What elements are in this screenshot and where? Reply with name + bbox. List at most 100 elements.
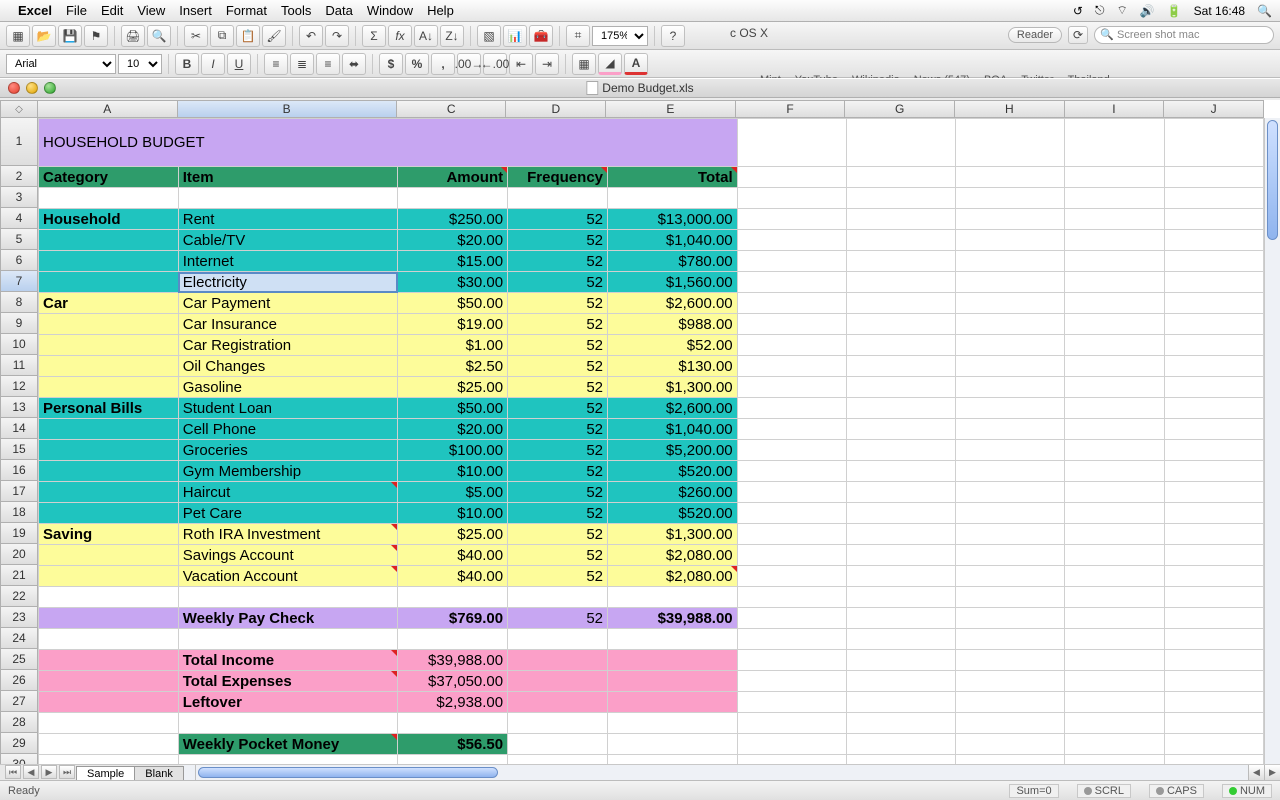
cell[interactable]: $2,080.00 bbox=[608, 566, 738, 587]
battery-icon[interactable]: 🔋 bbox=[1167, 4, 1182, 18]
row-header[interactable]: 14 bbox=[0, 418, 38, 439]
tab-nav-next-icon[interactable]: ▶ bbox=[41, 765, 57, 779]
row-header[interactable]: 2 bbox=[0, 166, 38, 187]
cell[interactable] bbox=[39, 419, 179, 440]
help-icon[interactable]: ? bbox=[661, 25, 685, 47]
cell[interactable]: $37,050.00 bbox=[398, 671, 508, 692]
autosum-icon[interactable]: Σ bbox=[362, 25, 386, 47]
row-header[interactable]: 15 bbox=[0, 439, 38, 460]
fontsize-select[interactable]: 10 bbox=[118, 54, 162, 74]
undo-icon[interactable]: ↶ bbox=[299, 25, 323, 47]
row-header[interactable]: 29 bbox=[0, 733, 38, 754]
table-header[interactable]: Amount bbox=[398, 167, 508, 188]
zoom-select[interactable]: 175% bbox=[592, 26, 648, 46]
reader-button[interactable]: Reader bbox=[1008, 27, 1062, 43]
cell[interactable]: $520.00 bbox=[608, 461, 738, 482]
cell[interactable] bbox=[39, 335, 179, 356]
cell[interactable]: 52 bbox=[508, 461, 608, 482]
italic-icon[interactable]: I bbox=[201, 53, 225, 75]
cell[interactable] bbox=[39, 650, 179, 671]
cell[interactable]: Gasoline bbox=[178, 377, 398, 398]
menu-edit[interactable]: Edit bbox=[101, 3, 123, 18]
cell[interactable]: $50.00 bbox=[398, 293, 508, 314]
row-header[interactable]: 12 bbox=[0, 376, 38, 397]
menu-view[interactable]: View bbox=[137, 3, 165, 18]
row-header[interactable]: 24 bbox=[0, 628, 38, 649]
align-right-icon[interactable]: ≡ bbox=[316, 53, 340, 75]
increase-decimal-icon[interactable]: .00→ bbox=[457, 53, 481, 75]
cell[interactable]: Weekly Pocket Money bbox=[178, 734, 398, 755]
align-center-icon[interactable]: ≣ bbox=[290, 53, 314, 75]
decrease-decimal-icon[interactable]: ←.00 bbox=[483, 53, 507, 75]
cell[interactable]: Pet Care bbox=[178, 503, 398, 524]
merge-icon[interactable]: ⬌ bbox=[342, 53, 366, 75]
select-all-corner[interactable]: ◇ bbox=[0, 100, 38, 118]
cell[interactable] bbox=[39, 440, 179, 461]
row-header[interactable]: 27 bbox=[0, 691, 38, 712]
cell[interactable]: $2,600.00 bbox=[608, 398, 738, 419]
cell[interactable]: Leftover bbox=[178, 692, 398, 713]
cell[interactable]: Haircut bbox=[178, 482, 398, 503]
wifi-icon[interactable]: ⌔ bbox=[1116, 3, 1127, 18]
row-header[interactable]: 21 bbox=[0, 565, 38, 586]
cell[interactable]: $1,560.00 bbox=[608, 272, 738, 293]
show-formulas-icon[interactable]: ⌗ bbox=[566, 25, 590, 47]
cell[interactable]: Total Expenses bbox=[178, 671, 398, 692]
cell[interactable] bbox=[39, 251, 179, 272]
cell[interactable]: 52 bbox=[508, 230, 608, 251]
col-header[interactable]: I bbox=[1065, 100, 1165, 118]
cell[interactable] bbox=[39, 566, 179, 587]
col-header[interactable]: B bbox=[178, 100, 397, 118]
align-left-icon[interactable]: ≡ bbox=[264, 53, 288, 75]
col-header[interactable]: H bbox=[955, 100, 1065, 118]
cell[interactable]: $56.50 bbox=[398, 734, 508, 755]
row-header[interactable]: 1 bbox=[0, 118, 38, 166]
cell[interactable]: $1.00 bbox=[398, 335, 508, 356]
cell[interactable]: $260.00 bbox=[608, 482, 738, 503]
cell[interactable]: $40.00 bbox=[398, 545, 508, 566]
volume-icon[interactable]: 🔊 bbox=[1140, 4, 1155, 18]
print-icon[interactable]: 🖨 bbox=[121, 25, 145, 47]
cell[interactable]: $10.00 bbox=[398, 461, 508, 482]
cell[interactable] bbox=[508, 692, 608, 713]
cell-grid[interactable]: HOUSEHOLD BUDGETCategoryItemAmountFreque… bbox=[38, 118, 1264, 764]
cell[interactable]: $2.50 bbox=[398, 356, 508, 377]
cell[interactable] bbox=[508, 671, 608, 692]
close-icon[interactable] bbox=[8, 82, 20, 94]
cell[interactable]: 52 bbox=[508, 356, 608, 377]
cell[interactable]: $25.00 bbox=[398, 524, 508, 545]
spotlight-icon[interactable]: 🔍 bbox=[1257, 4, 1272, 18]
cell[interactable]: Oil Changes bbox=[178, 356, 398, 377]
fill-color-icon[interactable]: ◢ bbox=[598, 53, 622, 75]
cell[interactable]: $40.00 bbox=[398, 566, 508, 587]
flag-icon[interactable]: ⚑ bbox=[84, 25, 108, 47]
clock[interactable]: Sat 16:48 bbox=[1194, 4, 1245, 18]
cell[interactable]: Household bbox=[39, 209, 179, 230]
menu-insert[interactable]: Insert bbox=[179, 3, 212, 18]
row-header[interactable]: 22 bbox=[0, 586, 38, 607]
app-name[interactable]: Excel bbox=[18, 3, 52, 18]
menu-data[interactable]: Data bbox=[325, 3, 352, 18]
cell[interactable]: 52 bbox=[508, 440, 608, 461]
sort-desc-icon[interactable]: Z↓ bbox=[440, 25, 464, 47]
row-header[interactable]: 25 bbox=[0, 649, 38, 670]
cell[interactable]: 52 bbox=[508, 419, 608, 440]
row-header[interactable]: 11 bbox=[0, 355, 38, 376]
cell[interactable] bbox=[39, 671, 179, 692]
cell[interactable]: $10.00 bbox=[398, 503, 508, 524]
cell[interactable]: Cell Phone bbox=[178, 419, 398, 440]
cell[interactable] bbox=[39, 692, 179, 713]
cell[interactable]: Internet bbox=[178, 251, 398, 272]
cell[interactable]: 52 bbox=[508, 566, 608, 587]
cell[interactable]: $5,200.00 bbox=[608, 440, 738, 461]
menu-file[interactable]: File bbox=[66, 3, 87, 18]
cell[interactable]: 52 bbox=[508, 335, 608, 356]
cell[interactable]: 52 bbox=[508, 272, 608, 293]
cell[interactable]: 52 bbox=[508, 293, 608, 314]
row-header[interactable]: 16 bbox=[0, 460, 38, 481]
cell[interactable]: Electricity bbox=[178, 272, 398, 293]
row-header[interactable]: 23 bbox=[0, 607, 38, 628]
cell[interactable]: Personal Bills bbox=[39, 398, 179, 419]
cell[interactable]: Car Payment bbox=[178, 293, 398, 314]
cell[interactable]: $520.00 bbox=[608, 503, 738, 524]
